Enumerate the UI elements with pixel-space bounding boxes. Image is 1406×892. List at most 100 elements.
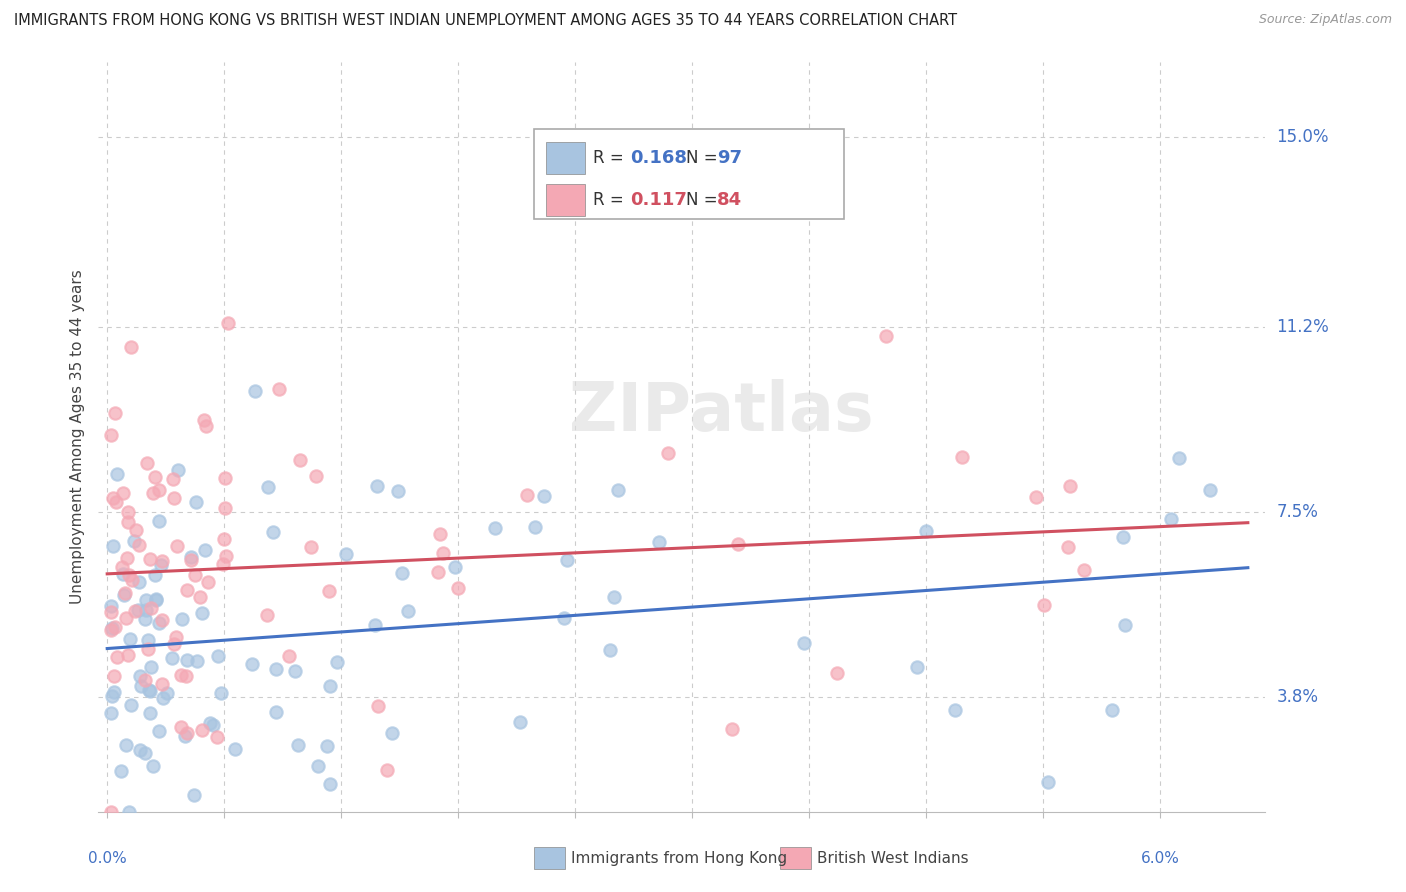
Point (194, 542, 217, 557)
Point (138, 706, 160, 721)
Point (207, 730, 229, 744)
Point (114, 586, 136, 600)
Text: R =: R = (593, 191, 630, 209)
Point (287, 738, 309, 752)
Point (118, 805, 141, 819)
Point (117, 648, 139, 663)
Text: N =: N = (686, 149, 723, 167)
Y-axis label: Unemployment Among Ages 35 to 44 years: Unemployment Among Ages 35 to 44 years (69, 269, 84, 605)
Point (134, 673, 156, 687)
Point (301, 540, 323, 554)
Point (1032, 598, 1054, 612)
Text: Immigrants from Hong Kong: Immigrants from Hong Kong (571, 851, 787, 865)
Point (141, 660, 163, 674)
Point (188, 590, 211, 604)
Point (139, 601, 162, 615)
Point (120, 698, 142, 713)
Point (647, 534, 669, 549)
Point (915, 524, 938, 538)
Point (1073, 563, 1095, 577)
Point (1114, 618, 1136, 632)
Point (100, 605, 122, 619)
Point (224, 742, 246, 756)
Point (150, 554, 173, 568)
Point (326, 655, 349, 669)
Point (387, 484, 409, 499)
Point (278, 648, 301, 663)
Point (319, 679, 342, 693)
Point (139, 684, 162, 698)
Point (217, 316, 239, 330)
Point (242, 657, 264, 672)
Point (264, 662, 287, 676)
Point (165, 630, 187, 644)
Point (202, 717, 225, 731)
Text: 7.5%: 7.5% (1277, 503, 1319, 521)
Point (104, 406, 127, 420)
Point (176, 726, 198, 740)
Point (307, 758, 329, 772)
Point (120, 341, 142, 355)
Point (315, 739, 337, 753)
Point (523, 520, 546, 534)
Point (288, 452, 311, 467)
Point (1167, 450, 1189, 465)
Point (128, 743, 150, 757)
Point (134, 746, 156, 760)
Point (136, 456, 159, 470)
Point (1059, 478, 1081, 492)
Point (825, 666, 848, 681)
Point (184, 568, 207, 582)
Point (105, 495, 128, 509)
Point (150, 677, 173, 691)
Point (125, 523, 148, 537)
Point (335, 547, 357, 561)
Point (366, 479, 388, 493)
Text: Source: ZipAtlas.com: Source: ZipAtlas.com (1258, 13, 1392, 27)
Point (100, 599, 122, 613)
Point (191, 723, 214, 738)
Point (447, 581, 470, 595)
Point (163, 637, 186, 651)
Point (128, 574, 150, 589)
Point (100, 624, 122, 638)
Point (305, 469, 328, 483)
Point (396, 604, 419, 618)
Point (176, 582, 198, 597)
Point (263, 524, 285, 539)
Point (195, 419, 218, 434)
Point (103, 668, 125, 682)
Point (148, 615, 170, 630)
Point (1199, 483, 1222, 497)
Point (160, 650, 183, 665)
Point (183, 789, 205, 803)
Point (117, 516, 139, 530)
Point (1057, 541, 1080, 555)
Point (163, 491, 186, 505)
Text: 97: 97 (717, 149, 742, 167)
Point (128, 668, 150, 682)
Point (111, 560, 134, 574)
Point (142, 759, 165, 773)
Point (115, 551, 138, 566)
Point (114, 738, 136, 752)
Point (1112, 530, 1135, 544)
Point (264, 705, 287, 719)
Text: 6.0%: 6.0% (1140, 851, 1180, 865)
Point (105, 467, 128, 481)
Point (444, 560, 467, 574)
Point (103, 685, 125, 699)
Point (127, 603, 149, 617)
Point (101, 689, 124, 703)
Point (110, 764, 132, 778)
Point (129, 679, 152, 693)
Point (284, 664, 307, 678)
Point (243, 384, 266, 398)
Point (128, 538, 150, 552)
Point (136, 633, 159, 648)
Point (1025, 491, 1047, 505)
Point (172, 612, 194, 626)
Text: 15.0%: 15.0% (1277, 128, 1329, 146)
Point (509, 714, 531, 729)
Point (214, 471, 236, 485)
